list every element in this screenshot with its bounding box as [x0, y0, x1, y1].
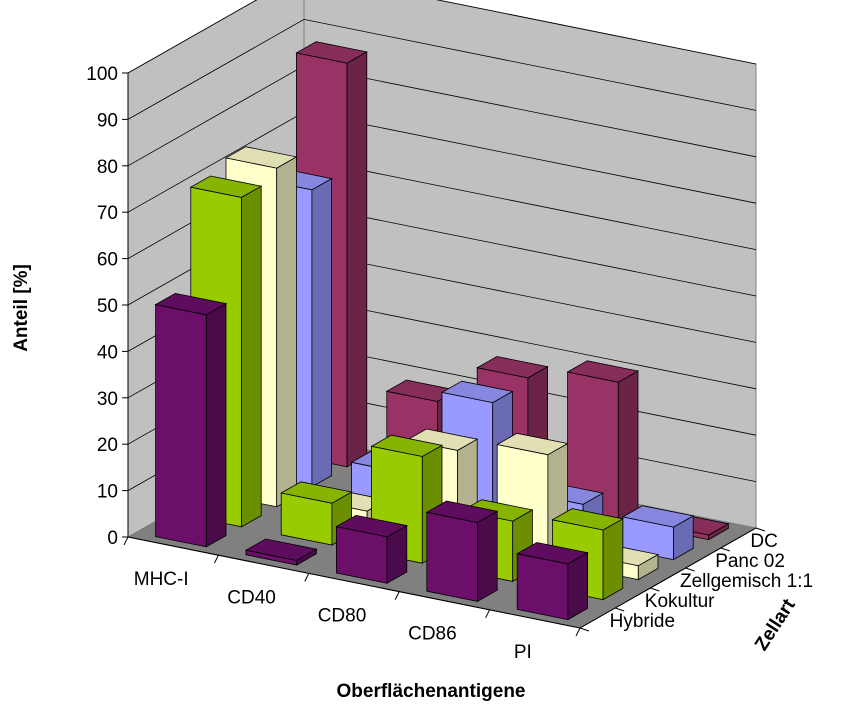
- bar-top-face: [244, 538, 318, 561]
- bar-pi-4: [621, 505, 695, 561]
- x-tick-mark: [485, 609, 491, 619]
- z-tick-mark: [720, 547, 730, 552]
- x-tick-mark: [394, 591, 400, 600]
- bar-top-face: [370, 434, 444, 457]
- gridline: [127, 18, 757, 120]
- gridline: [127, 0, 757, 74]
- z-tick-label: Zellgemisch 1:1: [680, 571, 813, 592]
- z-tick-mark: [685, 567, 695, 572]
- y-tick-label: 90: [97, 110, 118, 131]
- y-tick-label: 50: [97, 296, 118, 317]
- axis-ticks: 0 10 20 30 40 50 60 70 80 90 100 MHC-I CD40 CD80 CD86 P…: [86, 64, 813, 663]
- bar-top-face: [425, 500, 499, 523]
- bar-side-face: [311, 177, 333, 488]
- bar-front-face: [426, 511, 478, 602]
- bar-top-face: [566, 360, 640, 383]
- bar-top-face: [621, 505, 695, 528]
- bar-cd80-1: [335, 514, 408, 584]
- bar-side-face: [617, 370, 639, 523]
- x-tick-mark: [213, 554, 219, 564]
- bar-side-face: [346, 51, 368, 468]
- bar-cd40-1: [244, 538, 318, 566]
- bar-front-face: [516, 553, 569, 621]
- bar-front-face: [155, 304, 207, 548]
- y-axis-title: Anteil [%]: [11, 264, 32, 352]
- y-tick-label: 0: [107, 528, 118, 549]
- z-tick-label: Panc 02: [715, 551, 785, 572]
- y-tick-label: 20: [97, 435, 118, 456]
- x-tick-label: CD86: [408, 624, 457, 645]
- x-tick-label: CD80: [318, 606, 367, 627]
- bar-cd86-5: [566, 360, 640, 523]
- bar-top-face: [440, 380, 514, 404]
- x-tick-label: CD40: [227, 587, 276, 608]
- bar-top-face: [516, 542, 589, 565]
- bar-top-face: [476, 356, 549, 379]
- x-tick-mark: [123, 536, 129, 546]
- y-tick-label: 100: [86, 64, 118, 85]
- z-tick-label: Hybride: [610, 611, 675, 632]
- z-tick-mark: [579, 627, 590, 632]
- bar-top-face: [154, 292, 228, 316]
- z-tick-label: DC: [750, 531, 777, 552]
- bar-cd86-1: [425, 500, 499, 603]
- x-axis-line: [127, 536, 581, 629]
- bar-pi-1: [516, 542, 589, 621]
- bar-top-face: [551, 508, 624, 531]
- z-axis-line: [579, 527, 757, 629]
- depth-axis-title: Zellart: [751, 595, 800, 655]
- bar-top-face: [189, 175, 263, 198]
- bar-side-face: [241, 185, 262, 528]
- x-tick-mark: [575, 627, 581, 637]
- bar-side-face: [276, 156, 297, 508]
- z-tick-mark: [615, 607, 625, 612]
- z-tick-label: Kokultur: [645, 591, 715, 612]
- x-tick-mark: [304, 573, 310, 582]
- x-tick-label: PI: [514, 642, 532, 663]
- bar-side-face: [567, 552, 588, 621]
- bar-top-face: [496, 432, 569, 456]
- y-tick-label: 60: [97, 250, 118, 271]
- z-tick-mark: [650, 587, 660, 592]
- z-tick-mark: [755, 527, 766, 532]
- bar-side-face: [205, 302, 227, 548]
- bar-side-face: [602, 518, 624, 601]
- y-tick-label: 40: [97, 342, 118, 363]
- bar-top-face: [295, 41, 368, 64]
- y-tick-label: 30: [97, 389, 118, 410]
- bar-side-face: [477, 510, 498, 603]
- bar-top-face: [335, 514, 408, 538]
- y-tick-label: 80: [97, 157, 118, 178]
- bar-mhc-i-1: [154, 292, 228, 548]
- y-tick-label: 10: [97, 482, 118, 503]
- x-axis-title: Oberflächenantigene: [337, 681, 526, 702]
- y-tick-label: 70: [97, 203, 118, 224]
- x-tick-label: MHC-I: [134, 569, 189, 590]
- bar-top-face: [280, 481, 353, 504]
- bars-group: [154, 41, 730, 621]
- bar-top-face: [224, 146, 298, 169]
